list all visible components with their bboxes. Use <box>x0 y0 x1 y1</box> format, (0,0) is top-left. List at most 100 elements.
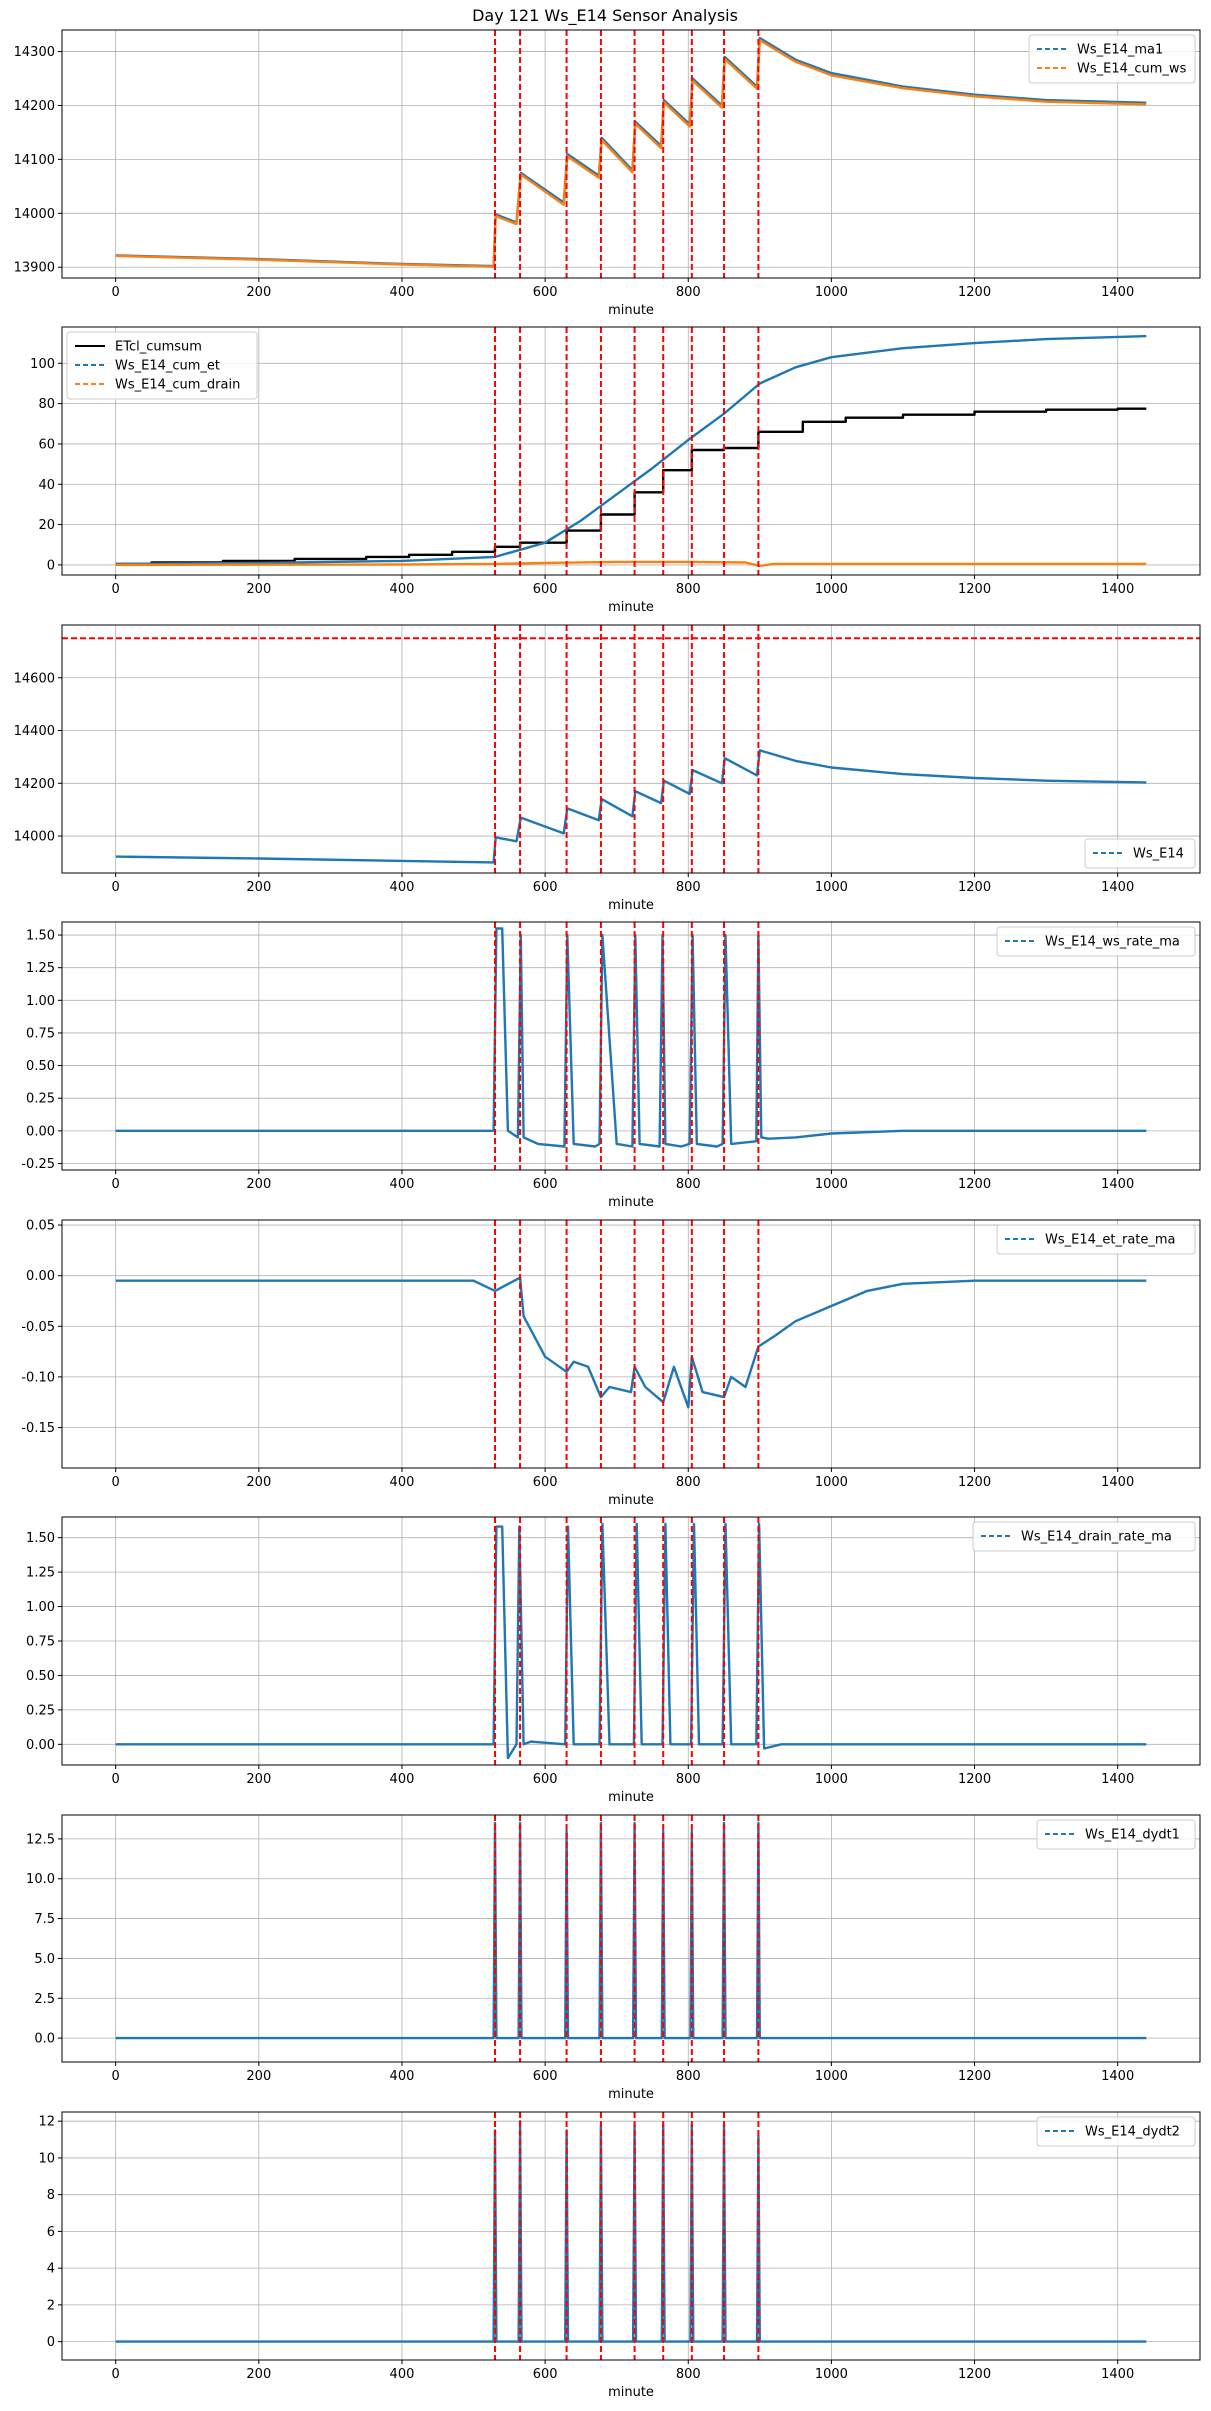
panel-4-plot-area <box>115 922 1147 1170</box>
y-tick-label: 14200 <box>14 777 55 792</box>
x-tick-label: 1200 <box>958 1475 991 1490</box>
panel-3: 0 200 400 600 800 1000 1200 1400 14000 14200 14400… <box>14 624 1201 913</box>
x-tick-label: 200 <box>246 285 271 300</box>
x-tick-label: 200 <box>246 1772 271 1787</box>
y-tick-label: 1.25 <box>26 1566 55 1581</box>
y-tick-label: 0.25 <box>26 1092 55 1107</box>
panel-6-plot-area <box>115 1517 1147 1765</box>
x-tick-label: 1000 <box>815 1177 848 1192</box>
panel-6: 0 200 400 600 800 1000 1200 1400 0.00 0.25 0.50 0.7… <box>26 1516 1201 1805</box>
y-tick-label: 0.50 <box>26 1059 55 1074</box>
panel-1-legend: Ws_E14_ma1 Ws_E14_cum_ws <box>1028 34 1196 84</box>
x-tick-label: 1200 <box>958 1177 991 1192</box>
panel-4-frame <box>61 921 1201 1171</box>
y-tick-label: 1.50 <box>26 929 55 944</box>
y-tick-label: 4 <box>47 2262 55 2277</box>
x-tick-label: 1000 <box>815 582 848 597</box>
y-tick-label: 0 <box>47 2335 55 2350</box>
legend-box <box>996 1224 1196 1255</box>
panel-1: 0 200 400 600 800 1000 1200 1400 13900 14000 14100… <box>14 29 1201 318</box>
x-tick-label: 400 <box>390 1177 415 1192</box>
panel-7-legend: Ws_E14_dydt1 <box>1036 1819 1196 1850</box>
legend-box <box>1084 838 1196 869</box>
x-tick-label: 200 <box>246 2367 271 2382</box>
x-tick-label: 600 <box>533 285 558 300</box>
x-tick-label: 0 <box>112 1177 120 1192</box>
x-tick-label: 1400 <box>1101 2367 1134 2382</box>
panel-7: 0 200 400 600 800 1000 1200 1400 0.0 2.5 5.0 7.5 10.… <box>26 1814 1201 2102</box>
y-tick-label: 0 <box>47 558 55 573</box>
x-tick-label: 600 <box>533 2367 558 2382</box>
x-tick-label: 800 <box>676 2367 701 2382</box>
legend-box <box>1036 1819 1196 1850</box>
panel-3-legend: Ws_E14 <box>1084 838 1196 869</box>
y-tick-label: 1.00 <box>26 1600 55 1615</box>
legend-box <box>972 1521 1196 1552</box>
legend-label: Ws_E14_dydt1 <box>1085 1828 1180 1843</box>
y-tick-label: 60 <box>38 437 55 452</box>
y-tick-label: 14000 <box>14 830 55 845</box>
panel-5-plot-area <box>115 1220 1147 1468</box>
y-tick-label: 6 <box>47 2225 55 2240</box>
x-tick-label: 1200 <box>958 2367 991 2382</box>
panel-5-legend: Ws_E14_et_rate_ma <box>996 1224 1196 1255</box>
x-tick-label: 1200 <box>958 2069 991 2084</box>
x-tick-label: 400 <box>390 2069 415 2084</box>
series-line-Ws_E14_cum_ws <box>115 39 1147 268</box>
panel-3-grid <box>62 625 1200 873</box>
legend-box <box>996 926 1196 957</box>
y-tick-label: 5.0 <box>34 1952 55 1967</box>
x-tick-label: 1200 <box>958 880 991 895</box>
x-axis-label: minute <box>608 2087 654 2102</box>
x-axis-label: minute <box>608 1195 654 1210</box>
panel-5: 0 200 400 600 800 1000 1200 1400 -0.15 -0.10 -0.05… <box>21 1219 1201 1508</box>
y-tick-label: 10.0 <box>26 1872 55 1887</box>
y-tick-label: 1.25 <box>26 961 55 976</box>
y-tick-label: 13900 <box>14 261 55 276</box>
x-tick-label: 600 <box>533 2069 558 2084</box>
y-tick-label: 14400 <box>14 724 55 739</box>
x-tick-label: 200 <box>246 880 271 895</box>
x-tick-label: 0 <box>112 1475 120 1490</box>
y-tick-label: 0.50 <box>26 1669 55 1684</box>
series-line-Ws_E14_cum_drain <box>115 560 1147 568</box>
x-tick-label: 800 <box>676 285 701 300</box>
x-tick-label: 400 <box>390 880 415 895</box>
legend-label: Ws_E14_ma1 <box>1077 43 1163 58</box>
y-tick-label: 0.00 <box>26 1124 55 1139</box>
x-tick-label: 400 <box>390 2367 415 2382</box>
panel-6-legend: Ws_E14_drain_rate_ma <box>972 1521 1196 1552</box>
panel-2: 0 200 400 600 800 1000 1200 1400 0 20 40 60 80 100 min… <box>30 326 1201 615</box>
x-tick-label: 1400 <box>1101 285 1134 300</box>
y-tick-label: 7.5 <box>34 1912 55 1927</box>
x-tick-label: 800 <box>676 1772 701 1787</box>
panel-4: 0 200 400 600 800 1000 1200 1400 -0.25 0.00 0.25 0.… <box>21 921 1201 1210</box>
x-tick-label: 1400 <box>1101 880 1134 895</box>
x-tick-label: 1400 <box>1101 1177 1134 1192</box>
x-axis-label: minute <box>608 1790 654 1805</box>
series-line-Ws_E14 <box>115 749 1147 864</box>
legend-box <box>1028 34 1196 84</box>
y-tick-label: 14000 <box>14 207 55 222</box>
y-tick-label: 2 <box>47 2298 55 2313</box>
x-axis-label: minute <box>608 898 654 913</box>
x-tick-label: 1200 <box>958 285 991 300</box>
x-tick-label: 600 <box>533 880 558 895</box>
x-tick-label: 800 <box>676 880 701 895</box>
panel-3-plot-area <box>62 625 1200 873</box>
x-tick-label: 400 <box>390 285 415 300</box>
panel-4-legend: Ws_E14_ws_rate_ma <box>996 926 1196 957</box>
series-line-Ws_E14_dydt1 <box>115 1821 1147 2040</box>
y-tick-label: 0.25 <box>26 1703 55 1718</box>
y-tick-label: 14200 <box>14 99 55 114</box>
x-tick-label: 800 <box>676 582 701 597</box>
y-tick-label: 20 <box>38 518 55 533</box>
y-tick-label: 2.5 <box>34 1992 55 2007</box>
y-tick-label: 14600 <box>14 671 55 686</box>
x-tick-label: 800 <box>676 1177 701 1192</box>
panel-3-frame <box>61 624 1201 874</box>
y-tick-label: -0.25 <box>21 1157 55 1172</box>
panel-1-plot-area <box>115 30 1147 278</box>
x-tick-label: 0 <box>112 2367 120 2382</box>
